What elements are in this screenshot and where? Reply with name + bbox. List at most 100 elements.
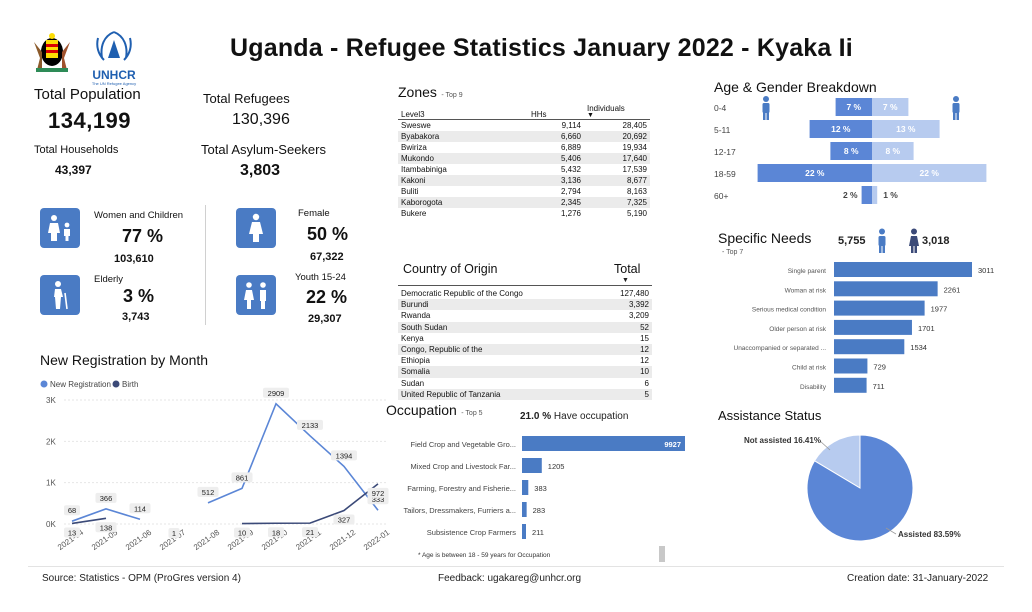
female-bar[interactable] [872, 142, 914, 160]
male-bar[interactable] [835, 98, 872, 116]
male-bar[interactable] [861, 186, 872, 204]
zone-row[interactable]: Itambabiniga 5,432 17,539 [398, 164, 650, 175]
occupation-value: 9927 [664, 440, 681, 449]
need-value: 2261 [944, 285, 961, 294]
data-label: 972 [372, 489, 385, 498]
need-label: Serious medical condition [752, 307, 826, 314]
zone-row[interactable]: Kakoni 3,136 8,677 [398, 174, 650, 186]
male-pct-label: 12 % [831, 124, 851, 134]
pie-leader-line [819, 440, 831, 451]
occupation-bar[interactable] [522, 480, 529, 495]
pie-slice[interactable] [806, 434, 914, 542]
origin-total: 52 [597, 321, 652, 333]
origin-total: 15 [640, 333, 649, 343]
need-bar[interactable] [834, 319, 912, 335]
occupation-value: 283 [533, 506, 546, 515]
footer-created: Creation date: 31-January-2022 [847, 573, 989, 584]
x-tick-label: 2021-08 [192, 528, 222, 553]
zones-col-individuals[interactable]: Individuals ▼ [584, 104, 650, 120]
zone-hhs: 6,660 [528, 130, 584, 142]
female-pct-label: 22 % [920, 168, 940, 178]
footer-feedback[interactable]: Feedback: ugakareg@unhcr.org [438, 573, 582, 584]
legend-marker[interactable] [112, 380, 120, 388]
need-label: Disability [800, 384, 827, 391]
data-label-bg [64, 527, 80, 538]
origin-row[interactable]: Somalia 10 [398, 366, 652, 378]
legend-marker[interactable] [40, 380, 48, 388]
female-bar[interactable] [872, 186, 878, 204]
specific-needs-subtitle: - Top 7 [722, 249, 744, 256]
origin-row[interactable]: Kenya 15 [398, 333, 652, 344]
data-label: 327 [338, 515, 351, 524]
zones-col-hhs[interactable]: HHs [528, 104, 584, 120]
origin-row[interactable]: Burundi 3,392 [398, 299, 652, 311]
zone-individuals: 20,692 [584, 130, 650, 142]
zone-individuals: 28,405 [622, 120, 647, 130]
pie-slice[interactable] [813, 434, 861, 489]
zone-row[interactable]: Byabakora 6,660 20,692 [398, 130, 650, 142]
origin-total: 10 [597, 366, 652, 378]
total-population-label: Total Population [34, 86, 141, 103]
male-bar[interactable] [809, 120, 872, 138]
origin-row[interactable]: Sudan 6 [398, 378, 652, 389]
origin-row[interactable]: United Republic of Tanzania 5 [398, 388, 652, 400]
male-bar[interactable] [830, 142, 872, 160]
zone-hhs: 6,889 [560, 142, 581, 152]
stats-divider [205, 205, 206, 325]
women-children-label: Women and Children [94, 210, 184, 221]
need-bar[interactable] [834, 300, 925, 316]
male-icon [762, 96, 770, 120]
data-label-bg [129, 503, 151, 514]
origin-row[interactable]: Congo, Republic of the 12 [398, 343, 652, 356]
origin-col-country[interactable]: Country of Origin [403, 262, 498, 276]
legend-label[interactable]: Birth [122, 380, 138, 389]
need-bar[interactable] [834, 358, 868, 374]
zone-row[interactable]: Kaborogota 2,345 7,325 [398, 196, 650, 208]
origin-row[interactable]: Rwanda 3,209 [398, 310, 652, 321]
zone-row[interactable]: Bukere 1,276 5,190 [398, 208, 650, 219]
female-bar[interactable] [872, 164, 987, 182]
zone-row[interactable]: Mukondo 5,406 17,640 [398, 152, 650, 164]
youth-label: Youth 15-24 [295, 272, 346, 283]
male-bar[interactable] [757, 164, 872, 182]
zone-name: Byabakora [398, 130, 528, 142]
zone-individuals: 5,190 [626, 208, 647, 218]
occupation-scrollbar[interactable] [659, 546, 665, 562]
occupation-label: Farming, Forestry and Fisherie... [407, 484, 516, 493]
y-tick-label: 1K [46, 479, 56, 488]
origin-row[interactable]: Ethiopia 12 [398, 355, 652, 366]
origin-col-total[interactable]: Total [614, 262, 641, 276]
occupation-bar[interactable] [522, 458, 542, 473]
occupation-bar[interactable] [522, 502, 527, 517]
occupation-bar[interactable] [522, 524, 526, 539]
data-label: 21 [306, 528, 314, 537]
data-label-bg [302, 527, 318, 538]
zone-row[interactable]: Bwiriza 6,889 19,934 [398, 142, 650, 153]
female-bar[interactable] [872, 120, 940, 138]
need-label: Single parent [788, 268, 826, 275]
need-value: 1534 [910, 343, 927, 352]
zones-col-level3[interactable]: Level3 [398, 104, 528, 120]
occupation-bar[interactable] [522, 436, 685, 451]
zone-row[interactable]: Buliti 2,794 8,163 [398, 186, 650, 197]
y-tick-label: 3K [46, 396, 56, 405]
age-label: 60+ [714, 191, 728, 201]
need-bar[interactable] [834, 262, 972, 277]
zones-subtitle: - Top 9 [441, 92, 463, 99]
zone-row[interactable]: Sweswe 9,114 28,405 [398, 120, 650, 131]
data-label: 2133 [302, 421, 319, 430]
need-bar[interactable] [834, 281, 938, 297]
zone-hhs: 2,794 [560, 186, 581, 196]
need-bar[interactable] [834, 377, 867, 393]
need-bar[interactable] [834, 339, 905, 355]
origin-row[interactable]: Democratic Republic of the Congo 127,480 [398, 288, 652, 299]
need-value: 729 [873, 363, 886, 372]
data-label: 1394 [336, 451, 353, 460]
data-label-bg [234, 527, 250, 538]
have-occupation: 21.0 % Have occupation [520, 411, 628, 422]
occupation-value: 383 [534, 484, 547, 493]
female-bar[interactable] [872, 98, 909, 116]
origin-row[interactable]: South Sudan 52 [398, 321, 652, 333]
legend-label[interactable]: New Registration [50, 380, 111, 389]
